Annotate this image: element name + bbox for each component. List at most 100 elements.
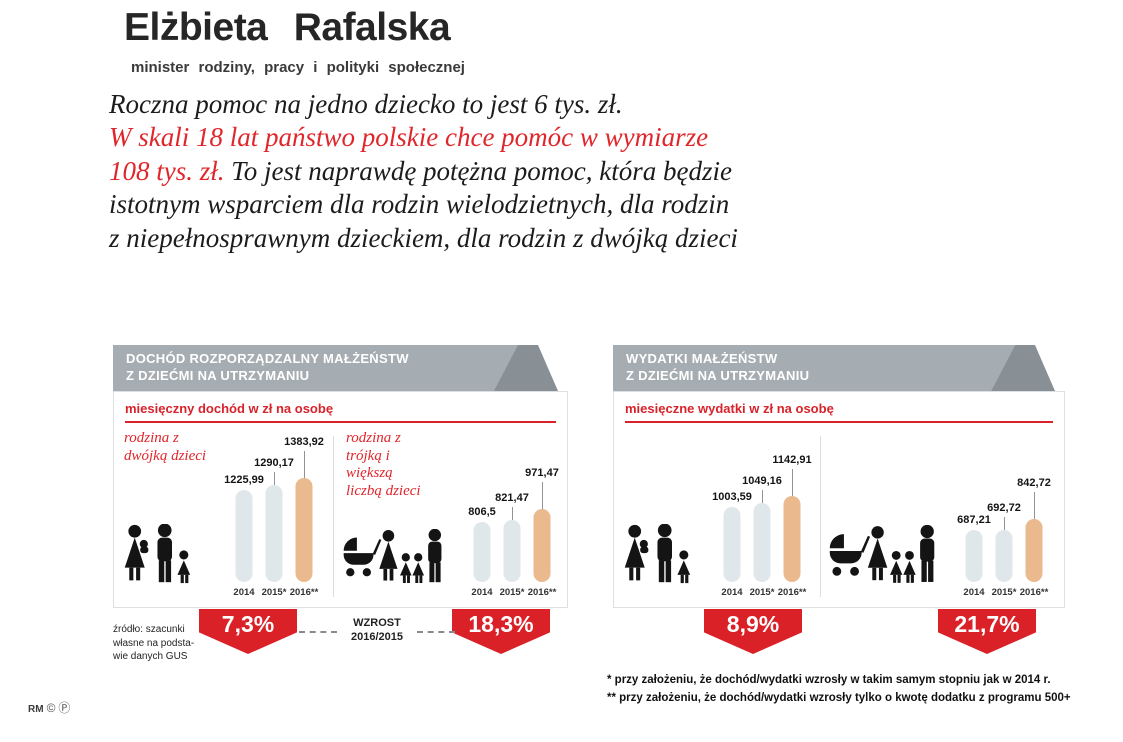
growth-badge-expenses-three-plus: 21,7%	[938, 609, 1036, 654]
quote-line-mixed: 108 tys. zł. To jest naprawdę potężna po…	[109, 155, 849, 188]
panel-income-body: miesięczny dochód w zł na osobę rodzina …	[113, 391, 568, 608]
bar-2015	[995, 530, 1013, 582]
bar-2015	[265, 485, 283, 582]
quote-line: istotnym wsparciem dla rodzin wielodziet…	[109, 189, 730, 220]
bar-slot: 1225,99 2014	[224, 432, 264, 598]
bar-year-label: 2016**	[777, 587, 807, 598]
bar-year-label: 2015*	[499, 587, 525, 598]
bar-2015	[753, 503, 771, 582]
bar-year-label: 2014	[963, 587, 985, 598]
panel-title-line2: Z DZIEĆMI NA UTRZYMANIU	[626, 367, 810, 383]
bar-slot: 821,47 2015*	[494, 432, 530, 598]
phonogram-icon: Ⓟ	[58, 701, 71, 715]
bar-value-label: 1049,16	[742, 475, 782, 487]
bar-year-label: 2016**	[527, 587, 557, 598]
source-line: własne na podsta-	[113, 637, 195, 649]
bar-value-label: 842,72	[1017, 477, 1051, 489]
page-subtitle: minister rodziny, pracy i polityki społe…	[131, 59, 465, 76]
bar-value-label: 806,5	[468, 506, 496, 518]
bar-2014	[723, 507, 741, 582]
bar-leader-line	[762, 490, 763, 503]
panel-title-line1: WYDATKI MAŁŻEŃSTW	[626, 351, 778, 366]
bar-year-label: 2016**	[289, 587, 319, 598]
chart-expenses-two-children: 1003,59 2014 1049,16 2015* 1142,91 2016**	[618, 430, 818, 600]
bar-leader-line	[304, 451, 305, 478]
dashed-connector-right	[417, 631, 455, 633]
bar-group: 687,21 2014 692,72 2015* 842,72 2016**	[956, 432, 1056, 598]
bar-leader-line	[1034, 492, 1035, 519]
bar-value-label: 1225,99	[224, 474, 264, 486]
dashed-connector-left	[299, 631, 337, 633]
bar-year-label: 2014	[233, 587, 255, 598]
bar-year-label: 2014	[721, 587, 743, 598]
bar-slot: 842,72 2016**	[1016, 432, 1052, 598]
unit-label-income: miesięczny dochód w zł na osobę	[125, 401, 556, 423]
bar-leader-line	[274, 472, 275, 485]
bar-2016	[1025, 519, 1043, 582]
panel-title-line1: DOCHÓD ROZPORZĄDZALNY MAŁŻEŃSTW	[126, 351, 409, 366]
panel-income-header: DOCHÓD ROZPORZĄDZALNY MAŁŻEŃSTW Z DZIEĆM…	[113, 345, 568, 391]
bar-year-label: 2015*	[261, 587, 287, 598]
quote-line-red: W skali 18 lat państwo polskie chce pomó…	[109, 122, 709, 153]
panel-expenses-body: miesięczne wydatki w zł na osobę 1003,59…	[613, 391, 1065, 608]
bar-slot: 692,72 2015*	[986, 432, 1022, 598]
growth-badge-expenses-two-children: 8,9%	[704, 609, 802, 654]
quote-line: Roczna pomoc na jedno dziecko to jest 6 …	[109, 89, 623, 119]
quote-line-rest: To jest naprawdę potężna pomoc, która bę…	[224, 155, 732, 186]
growth-badge-income-three-plus: 18,3%	[452, 609, 550, 654]
bar-year-label: 2015*	[991, 587, 1017, 598]
bar-year-label: 2016**	[1019, 587, 1049, 598]
bar-value-label: 1383,92	[284, 436, 324, 448]
bar-value-label: 1142,91	[772, 454, 812, 466]
growth-badge-income-two-children: 7,3%	[199, 609, 297, 654]
bar-group: 806,5 2014 821,47 2015* 971,47 2016**	[464, 432, 564, 598]
bar-value-label: 1290,17	[254, 457, 294, 469]
bar-slot: 806,5 2014	[464, 432, 500, 598]
bar-2016	[533, 509, 551, 582]
family-with-three-or-more-children-icon	[828, 525, 952, 584]
quote-block: Roczna pomoc na jedno dziecko to jest 6 …	[109, 88, 849, 255]
footnote-double-asterisk: ** przy założeniu, że dochód/wydatki wzr…	[607, 692, 1071, 705]
page-title: Elżbieta Rafalska	[124, 6, 451, 49]
bar-group: 1225,99 2014 1290,17 2015* 1383,92 2016**	[224, 432, 326, 598]
bar-value-label: 821,47	[495, 492, 529, 504]
bar-2016	[295, 478, 313, 582]
bar-slot: 1003,59 2014	[712, 432, 752, 598]
footnotes: * przy założeniu, że dochód/wydatki wzro…	[607, 671, 1071, 708]
chart-expenses-three-plus-children: 687,21 2014 692,72 2015* 842,72 2016**	[824, 430, 1062, 600]
panel-income-title: DOCHÓD ROZPORZĄDZALNY MAŁŻEŃSTW Z DZIEĆM…	[113, 345, 518, 391]
growth-note-line2: 2016/2015	[351, 631, 403, 644]
bar-slot: 1383,92 2016**	[284, 432, 324, 598]
family-with-three-or-more-children-icon	[342, 529, 458, 584]
bar-leader-line	[1004, 517, 1005, 530]
panel-income: DOCHÓD ROZPORZĄDZALNY MAŁŻEŃSTW Z DZIEĆM…	[113, 345, 568, 608]
chart-divider	[820, 436, 821, 597]
growth-note: WZROST 2016/2015	[340, 616, 414, 645]
family-with-two-children-icon	[622, 524, 702, 584]
bar-leader-line	[512, 507, 513, 520]
panel-expenses: WYDATKI MAŁŻEŃSTW Z DZIEĆMI NA UTRZYMANI…	[613, 345, 1065, 608]
source-line: wie danych GUS	[113, 651, 188, 662]
bar-leader-line	[542, 482, 543, 509]
bar-group: 1003,59 2014 1049,16 2015* 1142,91 2016**	[712, 432, 814, 598]
agency-label: RM	[28, 704, 44, 715]
bar-slot: 1142,91 2016**	[772, 432, 811, 598]
footnote-asterisk: * przy założeniu, że dochód/wydatki wzro…	[607, 674, 1051, 686]
credits: RM © Ⓟ	[28, 699, 70, 716]
bar-slot: 687,21 2014	[956, 432, 992, 598]
panel-title-line2: Z DZIEĆMI NA UTRZYMANIU	[126, 367, 310, 383]
growth-note-line1: WZROST	[353, 617, 401, 629]
bar-value-label: 1003,59	[712, 491, 752, 503]
chart-income-two-children: rodzina z dwójką dzieci 1225,99 2014 1290,…	[120, 430, 332, 600]
bar-slot: 1049,16 2015*	[742, 432, 782, 598]
bar-leader-line	[792, 469, 793, 496]
group-label-two-children: rodzina z dwójką dzieci	[124, 430, 207, 464]
bar-2015	[503, 520, 521, 582]
bar-2016	[783, 496, 801, 582]
bar-value-label: 692,72	[987, 502, 1021, 514]
bar-2014	[235, 490, 253, 582]
quote-red-amount: 108 tys. zł.	[109, 155, 225, 186]
bar-slot: 1290,17 2015*	[254, 432, 294, 598]
source-line: źródło: szacunki	[113, 624, 185, 635]
